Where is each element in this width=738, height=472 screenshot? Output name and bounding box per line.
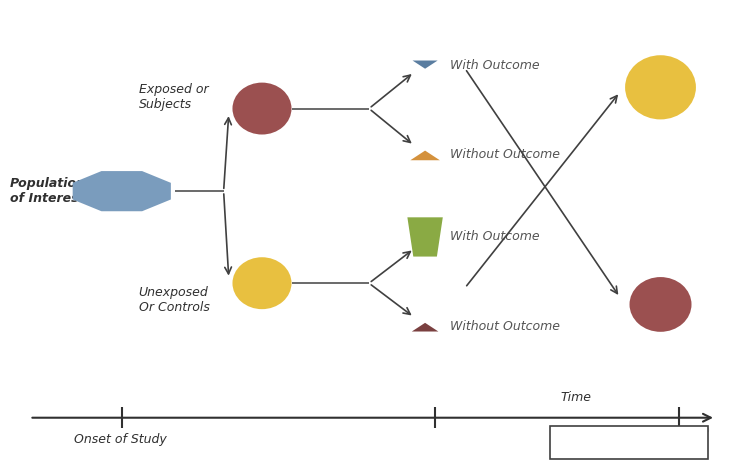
Polygon shape [412,323,438,331]
Text: CONSULT: CONSULT [621,438,669,447]
Text: Exposed or
Subjects: Exposed or Subjects [139,83,208,111]
Text: E B M: E B M [559,437,597,448]
Text: With Outcome: With Outcome [450,230,539,244]
Polygon shape [410,151,440,160]
FancyBboxPatch shape [550,426,708,459]
Ellipse shape [232,257,292,309]
Text: Population
of Interest: Population of Interest [10,177,86,205]
Text: Without Outcome: Without Outcome [450,320,560,333]
Ellipse shape [630,277,692,332]
Text: Unexposed
Or Controls: Unexposed Or Controls [139,286,210,314]
Polygon shape [407,217,443,257]
Polygon shape [72,171,171,211]
Ellipse shape [625,55,696,119]
Polygon shape [413,60,438,69]
Text: ®: ® [703,429,710,435]
Text: With Outcome: With Outcome [450,59,539,72]
Ellipse shape [232,83,292,135]
Text: Without Outcome: Without Outcome [450,148,560,161]
Text: Time: Time [561,390,592,404]
Text: Onset of Study: Onset of Study [74,433,167,446]
